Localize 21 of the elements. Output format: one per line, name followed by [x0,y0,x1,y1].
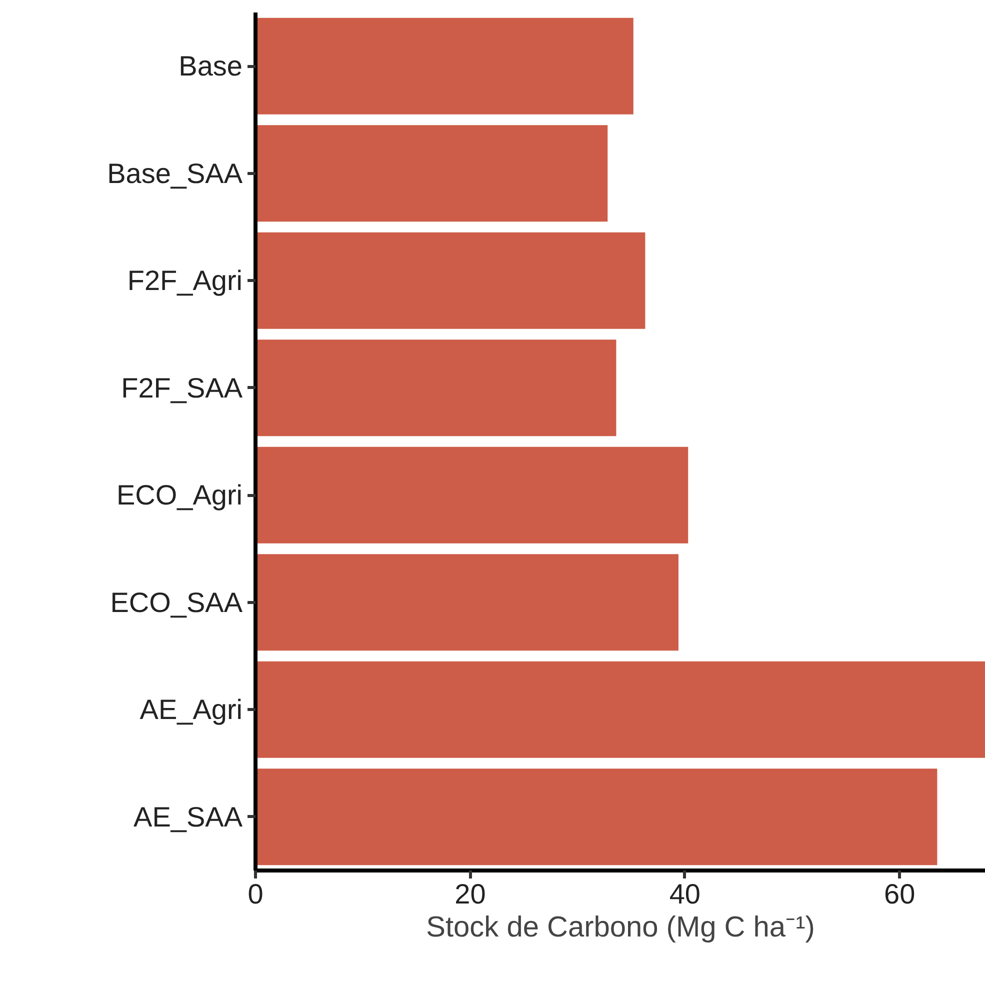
bar [256,125,608,222]
y-tick-label: F2F_SAA [121,372,243,404]
y-tick-label: ECO_SAA [110,586,243,618]
bar [256,446,688,544]
y-tick-label: AE_SAA [134,801,243,832]
bar [256,661,985,758]
bar [256,554,678,651]
bar [256,18,634,114]
x-tick-label: 60 [884,878,916,910]
y-tick-label: AE_Agri [140,694,242,726]
bar [256,232,646,329]
bar [256,768,938,866]
y-tick-label: Base_SAA [107,158,243,189]
y-tick-label: Base [178,50,243,82]
y-tick-label: ECO_Agri [116,480,243,511]
x-tick-label: 0 [248,878,264,910]
bar [256,340,616,436]
x-tick-label: 40 [669,878,700,910]
y-tick-label: F2F_Agri [127,265,243,296]
x-tick-label: 20 [454,878,486,910]
x-axis-title: Stock de Carbono (Mg C ha⁻¹) [426,912,815,944]
